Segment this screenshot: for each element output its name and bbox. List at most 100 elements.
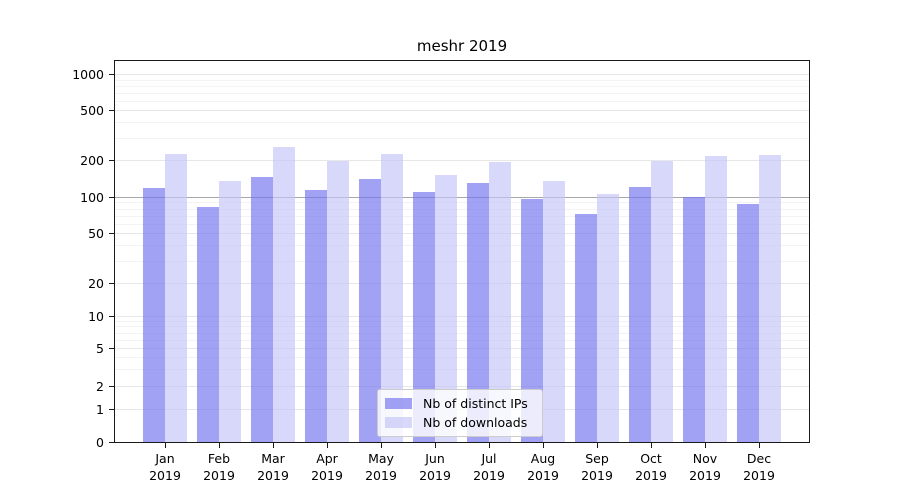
bar-distinct-ips-apr — [305, 190, 327, 443]
x-tick-mark — [273, 443, 274, 448]
minor-gridline — [114, 245, 810, 247]
minor-gridline — [114, 332, 810, 334]
x-tick-mark — [219, 443, 220, 448]
x-tick-label-apr: Apr 2019 — [311, 451, 343, 483]
y-tick-label: 100 — [80, 189, 104, 205]
minor-gridline — [114, 223, 810, 225]
x-tick-label-oct: Oct 2019 — [635, 451, 667, 483]
y-tick-label: 0 — [96, 435, 104, 450]
minor-gridline — [114, 85, 810, 87]
legend-swatch-downloads — [385, 417, 412, 428]
x-tick-mark — [489, 443, 490, 448]
minor-gridline — [114, 357, 810, 359]
minor-gridline — [114, 369, 810, 371]
x-tick-mark — [165, 443, 166, 448]
y-tick-mark — [109, 160, 114, 161]
major-gridline — [114, 74, 810, 75]
minor-gridline — [114, 122, 810, 124]
plot-area — [114, 60, 810, 443]
bar-distinct-ips-jan — [143, 187, 165, 443]
minor-gridline — [114, 339, 810, 341]
x-tick-label-may: May 2019 — [365, 451, 397, 483]
y-tick-mark — [109, 74, 114, 75]
x-tick-mark — [705, 443, 706, 448]
x-tick-label-jul: Jul 2019 — [473, 451, 505, 483]
y-tick-mark — [109, 233, 114, 235]
x-tick-mark — [381, 443, 382, 448]
minor-gridline — [114, 261, 810, 262]
legend-swatch-distinct-ips — [385, 398, 412, 409]
bar-distinct-ips-feb — [197, 206, 219, 443]
y-tick-label: 200 — [80, 153, 104, 168]
minor-gridline — [114, 208, 810, 210]
x-tick-label-nov: Nov 2019 — [689, 451, 721, 483]
minor-gridline — [114, 326, 810, 328]
minor-gridline — [114, 137, 810, 139]
x-tick-label-feb: Feb 2019 — [203, 451, 235, 483]
legend-item-distinct-ips: Nb of distinct IPs — [385, 396, 534, 411]
bar-distinct-ips-sep — [575, 214, 597, 443]
minor-gridline — [114, 79, 810, 81]
bar-downloads-feb — [219, 180, 241, 443]
major-gridline — [114, 283, 810, 284]
x-tick-label-mar: Mar 2019 — [257, 451, 289, 483]
x-tick-mark — [543, 443, 544, 448]
bar-distinct-ips-may — [359, 178, 381, 443]
x-tick-label-aug: Aug 2019 — [527, 451, 559, 483]
bar-distinct-ips-oct — [629, 186, 651, 443]
bar-distinct-ips-jul — [467, 183, 489, 443]
bar-downloads-dec — [759, 155, 781, 443]
y-tick-label: 1 — [96, 402, 104, 417]
bar-distinct-ips-aug — [521, 198, 543, 443]
bar-downloads-may — [381, 153, 403, 443]
bar-downloads-mar — [273, 146, 295, 443]
minor-gridline — [114, 215, 810, 217]
x-tick-mark — [597, 443, 598, 448]
y-tick-label: 2 — [96, 379, 104, 394]
major-gridline — [114, 110, 810, 111]
x-tick-mark — [651, 443, 652, 448]
y-tick-label: 10 — [88, 309, 104, 324]
legend: Nb of distinct IPs Nb of downloads — [377, 389, 543, 437]
bar-distinct-ips-nov — [683, 196, 705, 443]
x-tick-mark — [327, 443, 328, 448]
y-tick-label: 500 — [80, 103, 104, 118]
y-tick-mark — [109, 409, 114, 410]
bar-distinct-ips-mar — [251, 176, 273, 443]
minor-gridline — [114, 202, 810, 204]
chart-title: meshr 2019 — [416, 37, 508, 55]
legend-label-downloads: Nb of downloads — [423, 415, 528, 430]
y-tick-mark — [109, 442, 114, 443]
x-tick-label-sep: Sep 2019 — [581, 451, 613, 483]
bar-downloads-nov — [705, 156, 727, 443]
major-gridline — [114, 316, 810, 317]
x-tick-label-jun: Jun 2019 — [419, 451, 451, 483]
minor-gridline — [114, 92, 810, 94]
bar-downloads-aug — [543, 180, 565, 443]
y-tick-label: 50 — [88, 226, 104, 242]
x-tick-label-dec: Dec 2019 — [743, 451, 775, 483]
legend-label-distinct-ips: Nb of distinct IPs — [423, 396, 528, 411]
major-gridline — [114, 160, 810, 161]
y-tick-mark — [109, 110, 114, 111]
x-tick-label-jan: Jan 2019 — [149, 451, 181, 483]
major-gridline — [114, 196, 810, 198]
bar-downloads-jul — [489, 162, 511, 443]
y-tick-label: 5 — [96, 341, 104, 356]
y-tick-mark — [109, 386, 114, 387]
x-tick-mark — [759, 443, 760, 448]
major-gridline — [114, 386, 810, 387]
bar-distinct-ips-dec — [737, 204, 759, 443]
bar-downloads-apr — [327, 161, 349, 443]
bar-distinct-ips-jun — [413, 192, 435, 443]
bar-downloads-oct — [651, 161, 673, 443]
bar-downloads-jun — [435, 175, 457, 443]
legend-item-downloads: Nb of downloads — [385, 415, 534, 430]
y-tick-label: 20 — [88, 276, 104, 291]
bar-downloads-sep — [597, 194, 619, 443]
y-tick-mark — [109, 348, 114, 349]
major-gridline — [114, 348, 810, 349]
y-tick-label: 1000 — [72, 67, 104, 82]
major-gridline — [114, 233, 810, 235]
